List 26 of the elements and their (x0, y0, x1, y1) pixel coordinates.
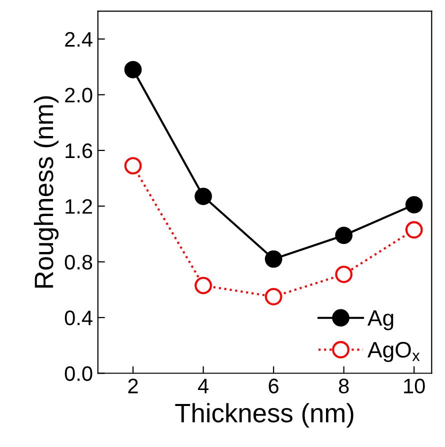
y-axis-title: Roughness (nm) (34, 96, 59, 288)
point (194, 276, 212, 294)
y-tick-label: 2.0 (65, 88, 92, 102)
y-tick-label: 0.4 (64, 310, 92, 326)
point (124, 60, 142, 78)
x-tick-label: 6 (268, 378, 278, 394)
y-tick-label: 1.2 (66, 199, 92, 214)
point (124, 157, 142, 174)
y-tick-label: 0.8 (64, 254, 92, 270)
x-tick-label: 4 (198, 378, 208, 394)
x-tick-label: 10 (404, 378, 425, 394)
x-tick-label: 2 (128, 378, 138, 394)
point (405, 221, 423, 238)
point (335, 266, 353, 284)
legend-label: AgO$_{x}$ (367, 342, 420, 362)
x-tick-label: 8 (338, 378, 349, 394)
x-axis-title: Thickness (nm) (175, 403, 354, 428)
legend-label: Ag (367, 310, 394, 330)
point (335, 226, 353, 244)
point (405, 196, 423, 214)
y-tick-label: 2.4 (65, 32, 92, 47)
point (264, 288, 282, 306)
point (264, 250, 282, 268)
point (194, 188, 212, 206)
y-tick-label: 0.0 (64, 366, 92, 381)
y-tick-label: 1.6 (66, 143, 92, 158)
